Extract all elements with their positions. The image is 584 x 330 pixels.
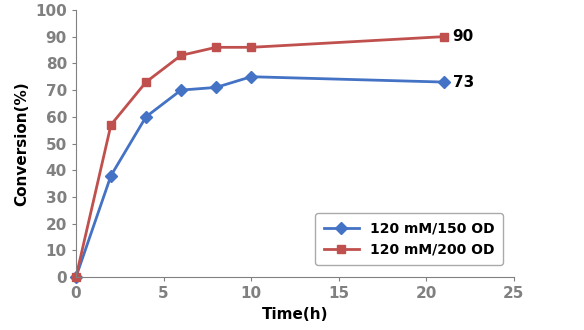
120 mM/200 OD: [107, 123, 114, 127]
Line: 120 mM/200 OD: 120 mM/200 OD: [72, 32, 448, 281]
120 mM/200 OD: [213, 45, 220, 49]
Legend: 120 mM/150 OD, 120 mM/200 OD: 120 mM/150 OD, 120 mM/200 OD: [315, 213, 503, 265]
120 mM/150 OD: [142, 115, 150, 119]
120 mM/200 OD: [142, 80, 150, 84]
X-axis label: Time(h): Time(h): [262, 307, 328, 322]
120 mM/150 OD: [72, 275, 79, 279]
Text: 90: 90: [453, 29, 474, 44]
120 mM/200 OD: [178, 53, 185, 57]
Y-axis label: Conversion(%): Conversion(%): [15, 81, 30, 206]
120 mM/150 OD: [248, 75, 255, 79]
120 mM/150 OD: [107, 174, 114, 178]
120 mM/200 OD: [440, 35, 447, 39]
120 mM/200 OD: [72, 275, 79, 279]
Line: 120 mM/150 OD: 120 mM/150 OD: [72, 73, 448, 281]
120 mM/200 OD: [248, 45, 255, 49]
120 mM/150 OD: [178, 88, 185, 92]
120 mM/150 OD: [213, 85, 220, 89]
Text: 73: 73: [453, 75, 474, 89]
120 mM/150 OD: [440, 80, 447, 84]
